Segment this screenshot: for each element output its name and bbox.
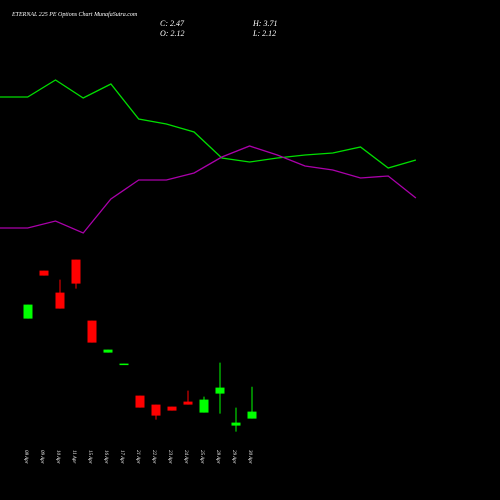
x-tick-label: 10 Apr — [55, 450, 60, 464]
candle-body — [39, 270, 49, 276]
x-tick-label: 29 Apr — [231, 450, 236, 464]
candle-body — [119, 363, 129, 366]
high-info: H: 3.71 — [252, 19, 277, 28]
candle-body — [215, 387, 225, 394]
x-tick-label: 21 Apr — [135, 450, 140, 464]
chart-title: ETERNAL 225 PE Options Chart MunafaSutra… — [11, 11, 138, 18]
x-tick-label: 23 Apr — [167, 450, 172, 464]
candle-body — [135, 395, 145, 408]
low-info: L: 2.12 — [252, 29, 276, 38]
candle-body — [231, 422, 241, 426]
close-info: C: 2.47 — [160, 19, 185, 28]
candle-body — [183, 401, 193, 405]
x-tick-label: 15 Apr — [87, 450, 92, 464]
x-tick-label: 28 Apr — [215, 450, 220, 464]
candle-body — [71, 259, 81, 284]
x-tick-label: 22 Apr — [151, 450, 156, 464]
indicator-line — [0, 79, 417, 169]
indicator-line — [0, 145, 417, 234]
x-tick-label: 08 Apr — [23, 450, 28, 464]
candle-body — [247, 411, 257, 419]
open-info: O: 2.12 — [160, 29, 184, 38]
x-tick-label: 09 Apr — [39, 450, 44, 464]
candle-body — [103, 349, 113, 353]
candle-body — [87, 320, 97, 343]
x-tick-label: 16 Apr — [103, 450, 108, 464]
candle-body — [199, 399, 209, 413]
candle-body — [55, 292, 65, 309]
x-tick-label: 11 Apr — [71, 450, 76, 463]
x-tick-label: 25 Apr — [199, 450, 204, 464]
x-tick-label: 30 Apr — [247, 450, 252, 464]
candle-body — [167, 406, 177, 411]
x-tick-label: 17 Apr — [119, 450, 124, 464]
candle-body — [23, 304, 33, 319]
candle-body — [151, 404, 161, 416]
x-tick-label: 24 Apr — [183, 450, 188, 464]
